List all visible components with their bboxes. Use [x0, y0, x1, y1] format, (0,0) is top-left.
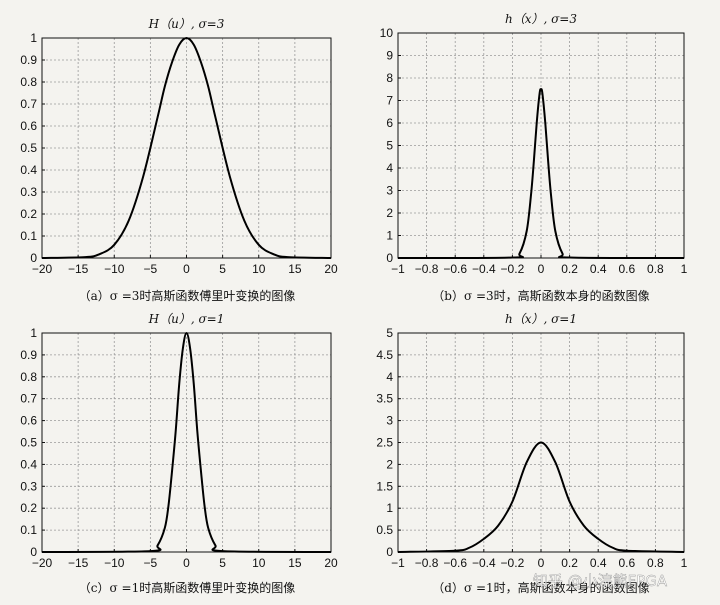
chart-4-xtick-label: 0 — [538, 556, 545, 570]
chart-1-xtick-label: 10 — [252, 262, 266, 276]
chart-1-ytick-label: 1 — [30, 31, 37, 45]
chart-4-xtick-label: 0.6 — [618, 556, 635, 570]
chart-1-xtick-label: −10 — [104, 262, 125, 276]
chart-2-ytick-label: 10 — [380, 26, 394, 40]
chart-1-ytick-label: 0.7 — [20, 97, 37, 111]
chart-2-xtick-label: 0.2 — [561, 262, 578, 276]
chart-1-series-line — [41, 36, 332, 259]
chart-1-ytick-label: 0.4 — [20, 163, 37, 177]
chart-2-ytick-label: 9 — [386, 49, 393, 63]
chart-3-ytick-label: 0 — [30, 545, 37, 559]
chart-3-series-line — [41, 331, 332, 553]
chart-1-ytick-label: 0.3 — [20, 185, 37, 199]
chart-2-ytick-label: 4 — [386, 161, 393, 175]
chart-4-xtick-label: −0.6 — [443, 556, 467, 570]
chart-3-ytick-label: 0.3 — [20, 479, 37, 493]
chart-1-xtick-label: 5 — [219, 262, 226, 276]
chart-2-xtick-label: 1 — [681, 262, 688, 276]
chart-4-xtick-label: 0.8 — [647, 556, 664, 570]
chart-1-caption: （a）σ =3时高斯函数傅里叶变换的图像 — [79, 288, 296, 303]
chart-2-ytick-label: 0 — [386, 251, 393, 265]
chart-4-xtick-label: −0.4 — [472, 556, 496, 570]
chart-1-xtick-label: −5 — [144, 262, 158, 276]
chart-3-ytick-label: 0.6 — [20, 414, 37, 428]
chart-1-ytick-label: 0.6 — [20, 119, 37, 133]
chart-3-xtick-label: −10 — [104, 556, 125, 570]
chart-2-ytick-label: 3 — [386, 184, 393, 198]
chart-1-ytick-label: 0.1 — [20, 229, 37, 243]
chart-3-ytick-label: 0.2 — [20, 501, 37, 515]
chart-3-xtick-label: 15 — [288, 556, 302, 570]
chart-4-xtick-label: 0.4 — [590, 556, 607, 570]
chart-2-title: h（x）, σ=3 — [505, 12, 577, 26]
chart-2-xtick-label: −0.2 — [501, 262, 525, 276]
chart-1-xtick-label: −15 — [68, 262, 89, 276]
chart-2-ytick-label: 2 — [386, 206, 393, 220]
chart-2-xtick-label: −0.6 — [443, 262, 467, 276]
chart-4-ytick-label: 4 — [386, 370, 393, 384]
chart-3-xtick-label: 10 — [252, 556, 266, 570]
chart-3-ytick-label: 0.9 — [20, 348, 37, 362]
chart-4-ytick-label: 2 — [386, 457, 393, 471]
chart-2-ytick-label: 1 — [386, 229, 393, 243]
chart-2-ytick-label: 8 — [386, 71, 393, 85]
chart-2-ytick-label: 7 — [386, 94, 393, 108]
chart-1-title: H（u）, σ=3 — [148, 17, 225, 31]
chart-1-ytick-label: 0.2 — [20, 207, 37, 221]
chart-3-ytick-label: 0.4 — [20, 457, 37, 471]
chart-3-xtick-label: −15 — [68, 556, 89, 570]
chart-4-ytick-label: 2.5 — [376, 436, 393, 450]
chart-3-xtick-label: −20 — [32, 556, 53, 570]
chart-4-series-line — [397, 441, 685, 553]
chart-3-ytick-label: 1 — [30, 326, 37, 340]
chart-1-ytick-label: 0.9 — [20, 53, 37, 67]
chart-4-caption: （d）σ =1时，高斯函数本身的函数图像 — [432, 580, 649, 595]
chart-4-ytick-label: 0 — [386, 545, 393, 559]
chart-3-ytick-label: 0.7 — [20, 392, 37, 406]
chart-2-series-line — [397, 88, 685, 260]
chart-4-ytick-label: 0.5 — [376, 523, 393, 537]
chart-3-ytick-label: 0.1 — [20, 523, 37, 537]
chart-2-xtick-label: 0.6 — [618, 262, 635, 276]
chart-2-xtick-label: 0 — [538, 262, 545, 276]
chart-4-ytick-label: 1 — [386, 501, 393, 515]
chart-2-xtick-label: 0.4 — [590, 262, 607, 276]
watermark-text: 知乎 @小浣熊FPGA — [533, 572, 668, 590]
chart-2-xtick-label: −0.8 — [415, 262, 439, 276]
chart-4-xtick-label: 1 — [681, 556, 688, 570]
chart-4-title: h（x）, σ=1 — [505, 312, 577, 326]
chart-1-ytick-label: 0 — [30, 251, 37, 265]
chart-2-xtick-label: −0.4 — [472, 262, 496, 276]
chart-4-ytick-label: 1.5 — [376, 479, 393, 493]
chart-4-ytick-label: 5 — [386, 326, 393, 340]
chart-2-xtick-label: −1 — [391, 262, 405, 276]
chart-3-xtick-label: 0 — [183, 556, 190, 570]
chart-3-xtick-label: 5 — [219, 556, 226, 570]
chart-4-xtick-label: −0.2 — [501, 556, 525, 570]
chart-1-ytick-label: 0.8 — [20, 75, 37, 89]
chart-4-xtick-label: 0.2 — [561, 556, 578, 570]
chart-2-caption: （b）σ =3时，高斯函数本身的函数图像 — [432, 288, 649, 303]
chart-3-ytick-label: 0.5 — [20, 436, 37, 450]
chart-3-ytick-label: 0.8 — [20, 370, 37, 384]
chart-1-xtick-label: 20 — [324, 262, 338, 276]
chart-2-ytick-label: 5 — [386, 139, 393, 153]
chart-4-xtick-label: −0.8 — [415, 556, 439, 570]
chart-3-xtick-label: −5 — [144, 556, 158, 570]
chart-4-ytick-label: 4.5 — [376, 348, 393, 362]
chart-1-ytick-label: 0.5 — [20, 141, 37, 155]
chart-2-ytick-label: 6 — [386, 116, 393, 130]
chart-4-ytick-label: 3.5 — [376, 392, 393, 406]
chart-4-xtick-label: −1 — [391, 556, 405, 570]
chart-2-xtick-label: 0.8 — [647, 262, 664, 276]
chart-3-title: H（u）, σ=1 — [148, 312, 225, 326]
chart-1-xtick-label: −20 — [32, 262, 53, 276]
chart-4-ytick-label: 3 — [386, 414, 393, 428]
chart-1-xtick-label: 15 — [288, 262, 302, 276]
chart-1-xtick-label: 0 — [183, 262, 190, 276]
chart-3-caption: （c）σ =1时高斯函数傅里叶变换的图像 — [79, 580, 295, 595]
chart-3-xtick-label: 20 — [324, 556, 338, 570]
